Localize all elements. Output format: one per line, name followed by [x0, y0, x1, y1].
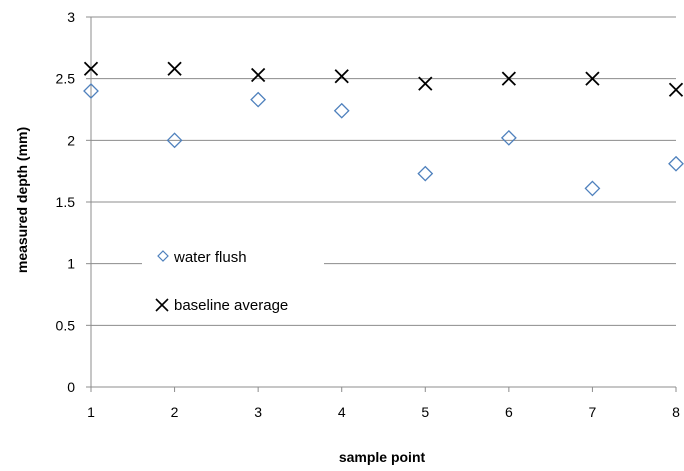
water-flush-point — [333, 102, 350, 119]
baseline-average-point — [418, 76, 433, 91]
x-tick-label: 6 — [505, 404, 513, 420]
y-tick-label: 1 — [67, 256, 75, 272]
y-tick-label: 0.5 — [56, 317, 76, 333]
data-points — [83, 61, 684, 197]
baseline-average-point — [668, 82, 684, 97]
x-tick-label: 8 — [672, 404, 680, 420]
water-flush-point — [83, 83, 99, 99]
y-axis-title: measured depth (mm) — [14, 127, 30, 273]
water-flush-point — [500, 129, 517, 146]
baseline-average-point — [334, 69, 349, 84]
water-flush-point — [668, 155, 684, 172]
x-tick-label: 1 — [87, 404, 95, 420]
legend-label-baseline-average: baseline average — [174, 297, 288, 314]
x-tick-labels: 1 2 3 4 5 6 7 8 — [87, 404, 680, 420]
y-tick-label: 0 — [67, 379, 75, 395]
baseline-average-point — [167, 61, 182, 76]
water-flush-point — [584, 180, 601, 197]
x-axis-title: sample point — [339, 449, 426, 465]
y-tick-label: 2.5 — [56, 71, 76, 87]
water-flush-point — [166, 132, 183, 149]
legend-item-water-flush: water flush — [157, 249, 247, 266]
x-tick-label: 4 — [338, 404, 346, 420]
legend-item-baseline-average: baseline average — [155, 297, 288, 314]
baseline-average-point — [251, 67, 266, 83]
legend-label-water-flush: water flush — [173, 249, 247, 266]
legend-background — [142, 238, 324, 324]
x-tick-label: 7 — [589, 404, 597, 420]
axes — [90, 17, 677, 392]
baseline-average-point — [501, 71, 516, 86]
y-tick-label: 1.5 — [56, 194, 76, 210]
y-tick-label: 2 — [67, 132, 75, 148]
baseline-average-point — [83, 61, 99, 76]
x-tick-label: 2 — [171, 404, 179, 420]
legend: water flush baseline average — [142, 238, 324, 324]
water-flush-point — [250, 91, 267, 108]
x-tick-label: 5 — [421, 404, 429, 420]
y-tick-labels: 0 0.5 1 1.5 2 2.5 3 — [56, 9, 76, 395]
x-tick-label: 3 — [254, 404, 262, 420]
baseline-average-point — [585, 71, 600, 86]
water-flush-point — [417, 165, 434, 182]
legend-diamond-marker — [157, 250, 169, 262]
y-tick-label: 3 — [67, 9, 75, 25]
legend-x-marker — [155, 298, 169, 312]
